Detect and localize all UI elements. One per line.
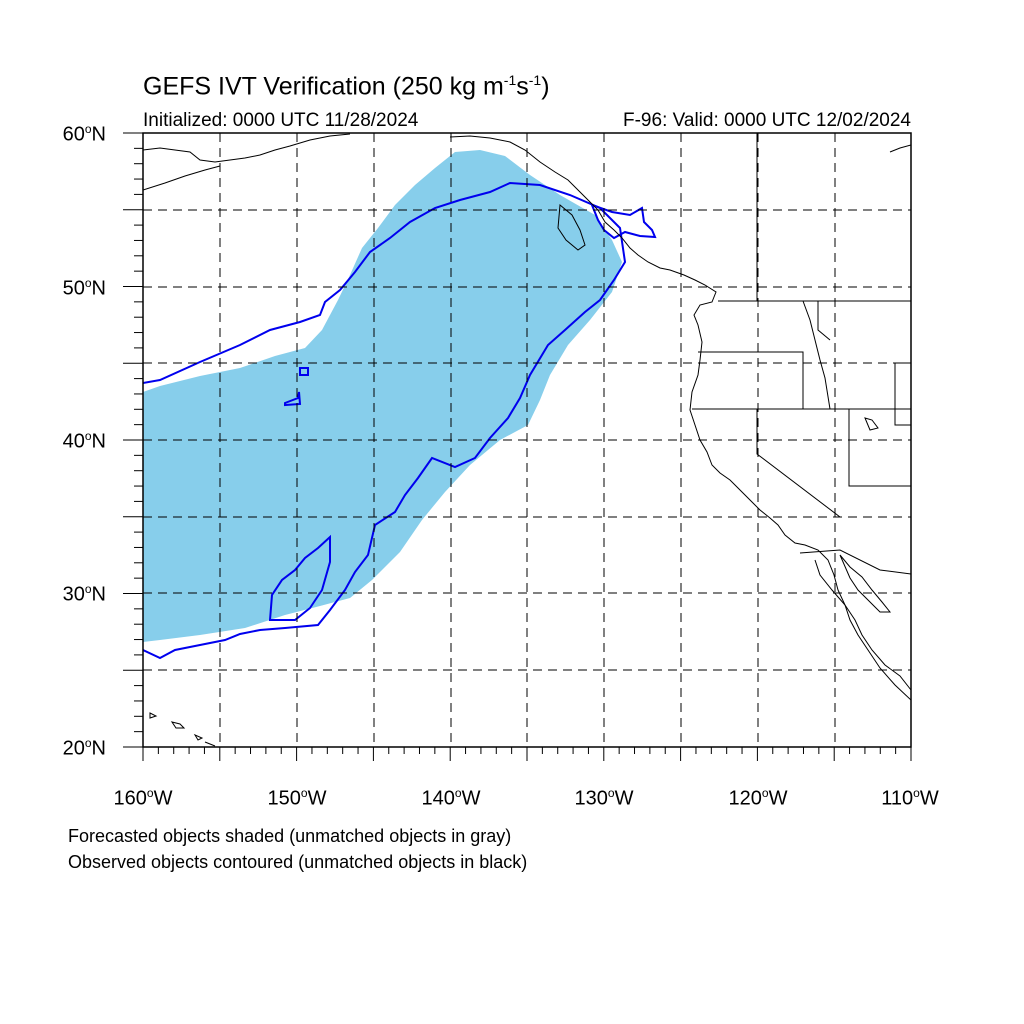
lon-label-140w: 140oW	[421, 786, 481, 810]
lon-label-160w: 160oW	[113, 786, 173, 810]
observed-object-contour-small2	[284, 391, 302, 407]
note-forecast: Forecasted objects shaded (unmatched obj…	[68, 826, 512, 846]
coastlines	[143, 133, 911, 747]
lat-label-50n: 50oN	[62, 276, 106, 300]
observed-object-contour-small3	[299, 367, 309, 376]
lat-label-30n: 30oN	[62, 582, 106, 606]
observed-object-contour-small1	[268, 534, 331, 621]
valid-time: F-96: Valid: 0000 UTC 12/02/2024	[623, 110, 911, 131]
lon-label-130w: 130oW	[574, 786, 634, 810]
lon-label-120w: 120oW	[728, 786, 788, 810]
lat-label-40n: 40oN	[62, 429, 106, 453]
initialized-time: Initialized: 0000 UTC 11/28/2024	[143, 110, 419, 131]
observed-object-contour	[143, 181, 627, 660]
axis-ticks	[123, 132, 912, 761]
gridlines	[143, 133, 911, 747]
forecast-object-shaded	[143, 150, 622, 642]
note-observed: Observed objects contoured (unmatched ob…	[68, 852, 528, 872]
lon-label-150w: 150oW	[267, 786, 327, 810]
lat-label-60n: 60oN	[62, 122, 106, 146]
chart-title: GEFS IVT Verification (250 kg m-1s-1)	[143, 72, 550, 101]
lon-label-110w: 110oW	[881, 786, 939, 810]
lat-label-20n: 20oN	[62, 736, 106, 760]
political-boundaries	[692, 133, 911, 575]
